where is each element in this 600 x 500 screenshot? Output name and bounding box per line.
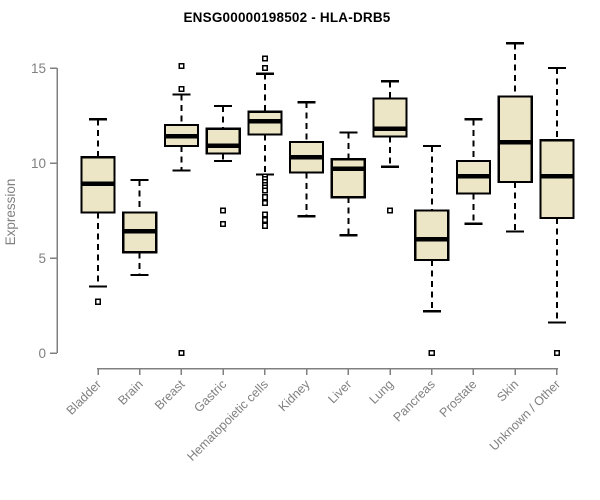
- chart-title: ENSG00000198502 - HLA-DRB5: [183, 10, 391, 25]
- x-tick-label-kidney: Kidney: [276, 377, 313, 414]
- y-tick-label-5: 5: [38, 251, 46, 266]
- outlier-gastric: [220, 207, 227, 214]
- x-tick-label-skin: Skin: [494, 377, 521, 404]
- outlier-hematopoietic-cells: [261, 216, 268, 224]
- outlier-hematopoietic-cells: [261, 55, 268, 62]
- box-unknown-other: [539, 139, 575, 220]
- x-tick-label-hematopoietic-cells: Hematopoietic cells: [184, 377, 271, 464]
- x-tick-label-gastric: Gastric: [191, 377, 229, 415]
- x-tick-label-brain: Brain: [115, 377, 146, 408]
- box-gastric: [205, 127, 241, 155]
- box-pancreas: [414, 209, 450, 262]
- x-tick-label-breast: Breast: [152, 377, 188, 413]
- x-tick-label-lung: Lung: [367, 377, 397, 407]
- outlier-hematopoietic-cells: [261, 199, 268, 206]
- outlier-bladder: [94, 298, 102, 305]
- y-tick-label-15: 15: [31, 61, 46, 76]
- x-tick-label-unknown-other: Unknown / Other: [487, 377, 563, 453]
- x-tick-label-pancreas: Pancreas: [391, 377, 438, 424]
- y-tick-label-0: 0: [38, 346, 46, 361]
- outlier-hematopoietic-cells: [261, 194, 268, 201]
- outlier-breast: [178, 349, 185, 357]
- outlier-breast: [178, 85, 185, 92]
- outlier-hematopoietic-cells: [261, 64, 268, 72]
- x-tick-label-prostate: Prostate: [437, 377, 480, 420]
- x-tick-label-bladder: Bladder: [64, 377, 104, 417]
- outlier-hematopoietic-cells: [261, 222, 268, 229]
- y-tick-label-10: 10: [31, 156, 46, 171]
- outlier-pancreas: [428, 349, 435, 357]
- x-tick-label-liver: Liver: [325, 377, 354, 406]
- outlier-breast: [178, 63, 185, 70]
- outlier-hematopoietic-cells: [261, 187, 268, 194]
- outlier-gastric: [220, 220, 227, 227]
- outlier-unknown-other: [553, 349, 560, 357]
- outlier-hematopoietic-cells: [261, 211, 268, 218]
- outlier-lung: [386, 207, 394, 214]
- box-skin: [497, 95, 533, 184]
- y-axis-title: Expression: [3, 178, 18, 246]
- box-liver: [330, 158, 366, 199]
